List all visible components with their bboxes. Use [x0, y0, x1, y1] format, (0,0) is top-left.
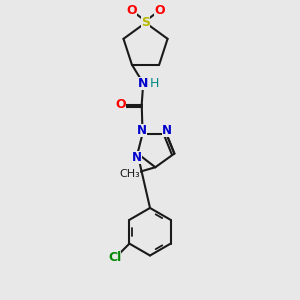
Text: O: O	[126, 4, 136, 17]
Text: N: N	[137, 124, 147, 136]
Text: O: O	[115, 98, 126, 111]
Text: CH₃: CH₃	[119, 169, 140, 179]
Text: O: O	[154, 4, 165, 17]
Text: S: S	[141, 16, 150, 29]
Text: N: N	[162, 124, 172, 136]
Text: N: N	[132, 151, 142, 164]
Text: Cl: Cl	[108, 251, 121, 264]
Text: N: N	[138, 77, 148, 90]
Text: H: H	[150, 77, 159, 90]
